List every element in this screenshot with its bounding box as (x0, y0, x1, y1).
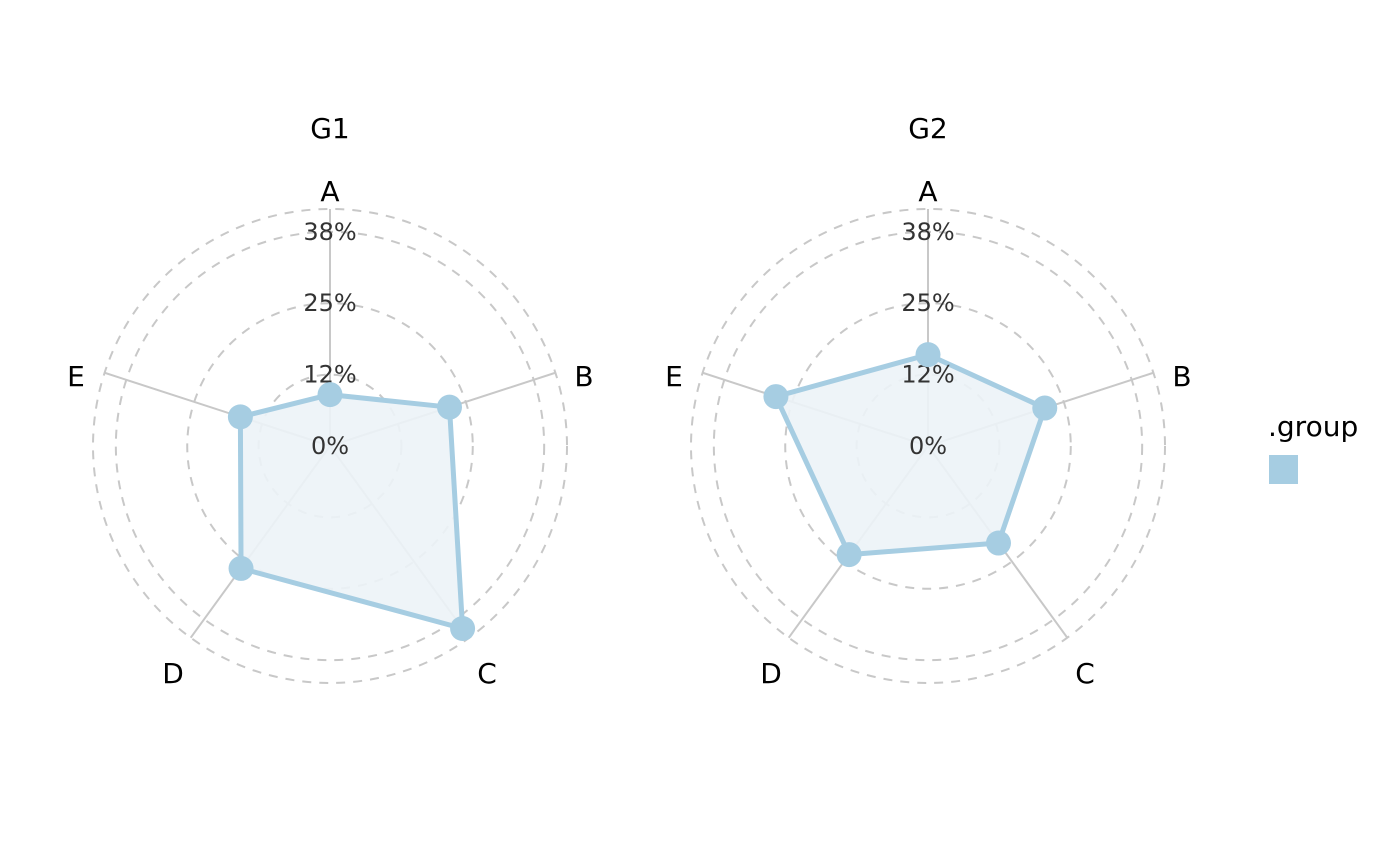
data-point-d (836, 542, 862, 568)
data-point-a (317, 382, 343, 408)
tick-label: 38% (303, 218, 356, 246)
data-point-b (1032, 395, 1058, 421)
tick-label: 38% (901, 218, 954, 246)
tick-label: 25% (901, 289, 954, 317)
axis-label-b: B (1172, 360, 1191, 393)
axis-label-c: C (1075, 657, 1095, 690)
axis-label-d: D (162, 657, 184, 690)
legend: .group (1268, 410, 1358, 484)
data-point-d (228, 555, 254, 581)
data-point-b (436, 394, 462, 420)
axis-label-e: E (67, 360, 85, 393)
data-point-e (227, 404, 253, 430)
tick-label: 25% (303, 289, 356, 317)
panel-title: G1 (310, 112, 350, 145)
series-area (773, 352, 1048, 558)
axis-label-d: D (760, 657, 782, 690)
axis-label-b: B (574, 360, 593, 393)
grid-circle (784, 302, 1072, 590)
grid-circle-outer (92, 208, 568, 684)
tick-label: 0% (909, 432, 947, 460)
axis-label-e: E (665, 360, 683, 393)
axis-label-a: A (918, 175, 937, 208)
data-point-c (985, 530, 1011, 556)
axis-label-c: C (477, 657, 497, 690)
series-area (237, 392, 466, 631)
grid-circle-outer (690, 208, 1166, 684)
tick-label: 0% (311, 432, 349, 460)
data-point-a (915, 342, 941, 368)
panel-title: G2 (908, 112, 948, 145)
axis-label-a: A (320, 175, 339, 208)
legend-key (1269, 455, 1298, 484)
data-point-e (763, 384, 789, 410)
legend-title: .group (1268, 410, 1358, 443)
data-point-c (450, 615, 476, 641)
